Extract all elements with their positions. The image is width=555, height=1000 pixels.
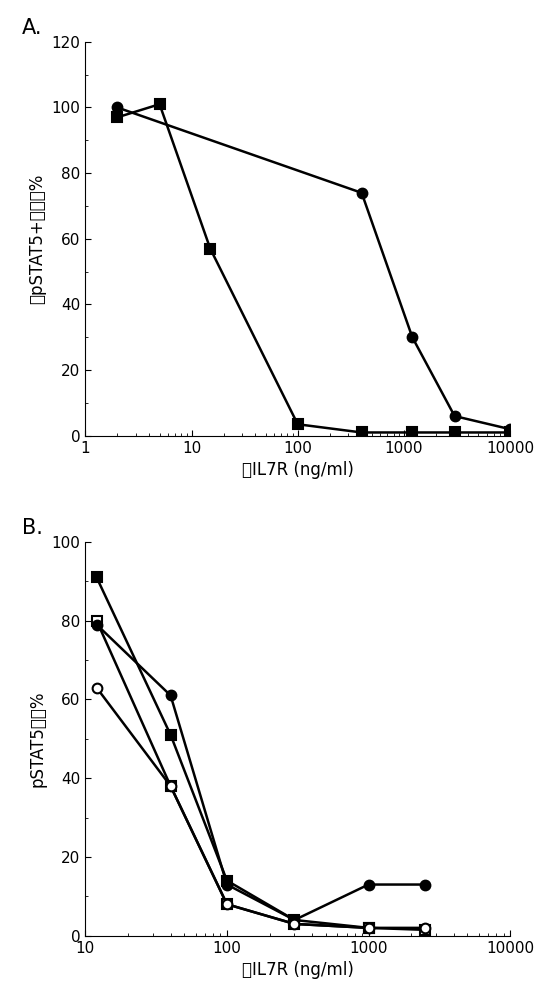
X-axis label: 抗IL7R (ng/ml): 抗IL7R (ng/ml) [242, 461, 354, 479]
Y-axis label: （pSTAT5+细胞）%: （pSTAT5+细胞）% [28, 174, 46, 304]
Text: B.: B. [22, 518, 43, 538]
Text: A.: A. [22, 18, 42, 38]
X-axis label: 抗IL7R (ng/ml): 抗IL7R (ng/ml) [242, 961, 354, 979]
Y-axis label: pSTAT5表达%: pSTAT5表达% [28, 691, 46, 787]
